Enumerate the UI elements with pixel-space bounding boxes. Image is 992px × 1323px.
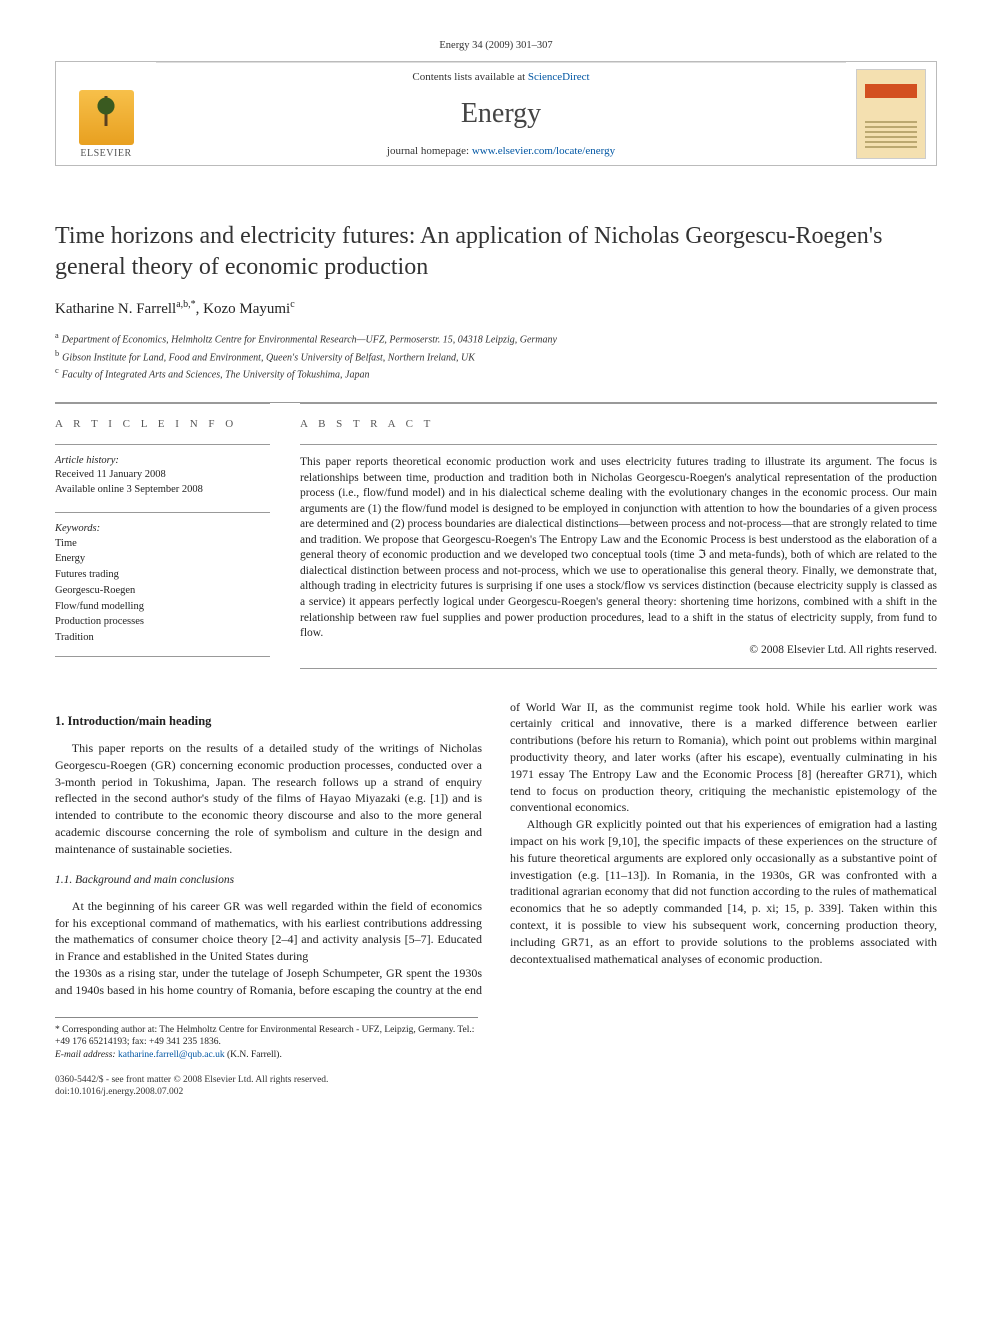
history-text: Received 11 January 2008 Available onlin…	[55, 468, 270, 497]
abstract-heading: A B S T R A C T	[300, 418, 937, 430]
corresponding-footnote: * Corresponding author at: The Helmholtz…	[55, 1017, 478, 1062]
divider	[55, 656, 270, 657]
article-info: A R T I C L E I N F O Article history: R…	[55, 403, 270, 668]
contents-line: Contents lists available at ScienceDirec…	[412, 71, 589, 83]
received-date: Received 11 January 2008	[55, 469, 166, 480]
email-line: E-mail address: katharine.farrell@qub.ac…	[55, 1049, 478, 1062]
aff-text: Faculty of Integrated Arts and Sciences,…	[62, 369, 370, 380]
publisher-name: ELSEVIER	[80, 148, 131, 159]
email-who: (K.N. Farrell).	[227, 1050, 282, 1060]
contents-prefix: Contents lists available at	[412, 71, 527, 83]
affiliation-row: aDepartment of Economics, Helmholtz Cent…	[55, 330, 937, 347]
doi-line: doi:10.1016/j.energy.2008.07.002	[55, 1086, 937, 1098]
email-label: E-mail address:	[55, 1050, 116, 1060]
keyword-item: Flow/fund modelling	[55, 599, 270, 615]
divider	[55, 512, 270, 513]
keyword-item: Georgescu-Roegen	[55, 583, 270, 599]
abstract-block: A B S T R A C T This paper reports theor…	[300, 403, 937, 668]
keywords-label: Keywords:	[55, 523, 270, 534]
cover-thumb-block	[846, 62, 936, 165]
author-2-sup: c	[290, 299, 294, 310]
aff-sup: c	[55, 366, 59, 375]
footer-meta: 0360-5442/$ - see front matter © 2008 El…	[55, 1074, 937, 1099]
page-root: Energy 34 (2009) 301–307 ELSEVIER Conten…	[0, 0, 992, 1129]
sciencedirect-link[interactable]: ScienceDirect	[528, 71, 590, 83]
body-para: At the beginning of his career GR was we…	[55, 898, 482, 965]
homepage-line: journal homepage: www.elsevier.com/locat…	[387, 145, 615, 157]
journal-title: Energy	[461, 98, 541, 130]
keyword-item: Energy	[55, 551, 270, 567]
keywords-list: Time Energy Futures trading Georgescu-Ro…	[55, 536, 270, 646]
aff-sup: b	[55, 349, 59, 358]
abstract-text: This paper reports theoretical economic …	[300, 455, 937, 641]
aff-sup: a	[55, 331, 59, 340]
info-heading: A R T I C L E I N F O	[55, 418, 270, 430]
publisher-logo-block: ELSEVIER	[56, 62, 156, 165]
homepage-prefix: journal homepage:	[387, 145, 472, 157]
divider	[55, 444, 270, 445]
keyword-item: Futures trading	[55, 567, 270, 583]
info-abstract-row: A R T I C L E I N F O Article history: R…	[55, 402, 937, 668]
divider	[300, 444, 937, 445]
running-head: Energy 34 (2009) 301–307	[55, 40, 937, 51]
banner-center: Contents lists available at ScienceDirec…	[156, 62, 846, 165]
homepage-link[interactable]: www.elsevier.com/locate/energy	[472, 145, 615, 157]
divider	[300, 668, 937, 669]
elsevier-tree-icon	[79, 90, 134, 145]
email-link[interactable]: katharine.farrell@qub.ac.uk	[118, 1050, 225, 1060]
section-heading: 1. Introduction/main heading	[55, 713, 482, 731]
author-1: Katharine N. Farrell	[55, 301, 176, 317]
affiliation-row: cFaculty of Integrated Arts and Sciences…	[55, 365, 937, 382]
body-para: Although GR explicitly pointed out that …	[510, 816, 937, 967]
author-2: Kozo Mayumi	[203, 301, 290, 317]
affiliation-row: bGibson Institute for Land, Food and Env…	[55, 348, 937, 365]
history-label: Article history:	[55, 455, 270, 466]
keyword-item: Production processes	[55, 614, 270, 630]
aff-text: Gibson Institute for Land, Food and Envi…	[62, 352, 475, 363]
affiliations: aDepartment of Economics, Helmholtz Cent…	[55, 330, 937, 382]
keyword-item: Tradition	[55, 630, 270, 646]
subsection-heading: 1.1. Background and main conclusions	[55, 872, 482, 888]
abstract-copyright: © 2008 Elsevier Ltd. All rights reserved…	[300, 644, 937, 656]
keyword-item: Time	[55, 536, 270, 552]
article-title: Time horizons and electricity futures: A…	[55, 221, 937, 283]
corr-author-text: * Corresponding author at: The Helmholtz…	[55, 1024, 478, 1050]
body-columns: 1. Introduction/main heading This paper …	[55, 699, 937, 999]
online-date: Available online 3 September 2008	[55, 484, 203, 495]
journal-cover-icon	[856, 69, 926, 159]
author-line: Katharine N. Farrella,b,*, Kozo Mayumic	[55, 299, 937, 318]
aff-text: Department of Economics, Helmholtz Centr…	[62, 335, 557, 346]
body-para: This paper reports on the results of a d…	[55, 740, 482, 858]
journal-banner: ELSEVIER Contents lists available at Sci…	[55, 61, 937, 166]
issn-line: 0360-5442/$ - see front matter © 2008 El…	[55, 1074, 937, 1086]
author-1-sup: a,b,*	[176, 299, 195, 310]
